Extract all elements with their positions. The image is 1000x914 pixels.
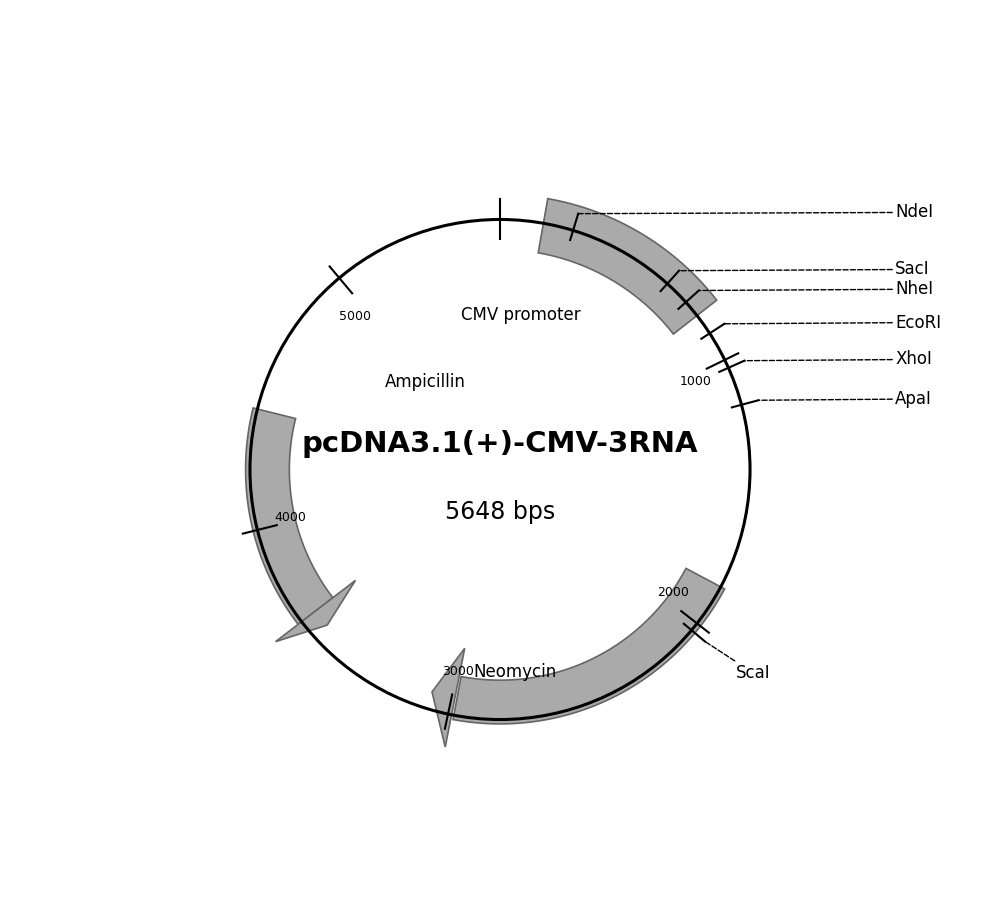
Text: EcoRI: EcoRI — [724, 314, 941, 332]
Polygon shape — [432, 648, 465, 747]
Text: ScaI: ScaI — [705, 642, 770, 682]
Text: 5648 bps: 5648 bps — [445, 500, 555, 524]
Text: NdeI: NdeI — [578, 204, 933, 221]
Text: 1000: 1000 — [680, 376, 712, 388]
Polygon shape — [538, 198, 717, 334]
Polygon shape — [246, 408, 333, 624]
Text: CMV promoter: CMV promoter — [461, 306, 580, 324]
Text: XhoI: XhoI — [744, 350, 932, 368]
Text: pcDNA3.1(+)-CMV-3RNA: pcDNA3.1(+)-CMV-3RNA — [302, 430, 698, 459]
Polygon shape — [276, 580, 355, 642]
Text: 3000: 3000 — [442, 665, 474, 678]
Text: Ampicillin: Ampicillin — [385, 373, 465, 391]
Text: SacI: SacI — [679, 260, 930, 279]
Text: 4000: 4000 — [274, 512, 306, 525]
Polygon shape — [453, 569, 725, 724]
Text: 2000: 2000 — [658, 586, 689, 600]
Text: Neomycin: Neomycin — [473, 663, 557, 681]
Text: NheI: NheI — [699, 281, 933, 298]
Text: 5000: 5000 — [339, 310, 371, 323]
Text: ApaI: ApaI — [758, 390, 932, 408]
